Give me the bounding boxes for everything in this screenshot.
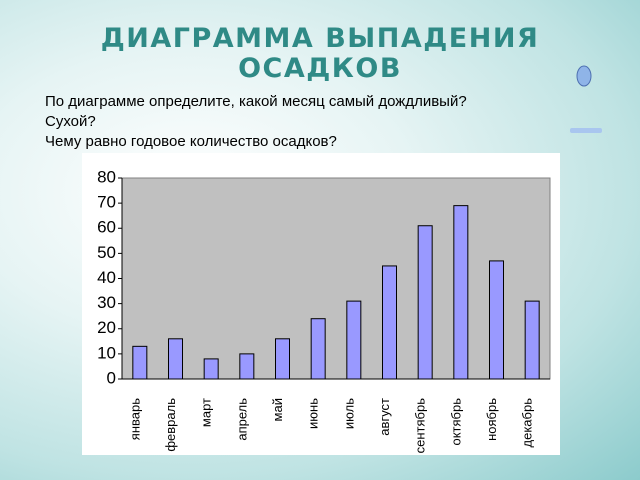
y-tick-label: 80	[97, 167, 116, 186]
x-tick-label: август	[377, 398, 392, 436]
slide-title: ДИАГРАММА ВЫПАДЕНИЯ ОСАДКОВ	[100, 23, 540, 84]
question-text: По диаграмме определите, какой месяц сам…	[45, 92, 467, 152]
bar	[453, 205, 469, 380]
x-tick-label: январь	[127, 398, 142, 440]
x-tick-label: ноябрь	[484, 398, 499, 441]
bar	[203, 358, 219, 380]
bar	[132, 345, 148, 380]
decor-icon	[570, 128, 602, 133]
decor-icon	[576, 65, 592, 87]
y-tick-label: 50	[97, 243, 116, 262]
question-line: По диаграмме определите, какой месяц сам…	[45, 93, 467, 110]
bar	[489, 260, 504, 380]
y-tick-label: 70	[97, 193, 116, 212]
x-tick-label: сентябрь	[413, 398, 428, 454]
x-tick-label: октябрь	[448, 398, 463, 446]
y-tick-label: 30	[97, 293, 116, 312]
x-tick-label: май	[270, 398, 285, 421]
bar	[310, 318, 326, 380]
y-tick-label: 20	[97, 318, 116, 337]
x-tick-label: апрель	[234, 398, 249, 441]
bar	[275, 338, 290, 380]
x-tick-label: март	[199, 398, 214, 427]
bar	[168, 338, 183, 380]
question-line: Чему равно годовое количество осадков?	[45, 133, 337, 150]
y-tick-label: 10	[97, 343, 116, 362]
x-tick-label: июнь	[306, 398, 321, 429]
x-tick-label: декабрь	[520, 398, 535, 448]
bar	[346, 300, 362, 380]
question-line: Сухой?	[45, 113, 96, 130]
bar	[524, 300, 540, 380]
bar	[239, 353, 255, 380]
bar	[382, 265, 397, 380]
x-tick-label: июль	[341, 398, 356, 429]
y-tick-label: 60	[97, 218, 116, 237]
bar	[417, 225, 433, 380]
x-tick-label: февраль	[163, 398, 178, 452]
y-tick-label: 0	[107, 368, 116, 387]
y-tick-label: 40	[97, 268, 116, 287]
plot-area	[121, 177, 551, 380]
